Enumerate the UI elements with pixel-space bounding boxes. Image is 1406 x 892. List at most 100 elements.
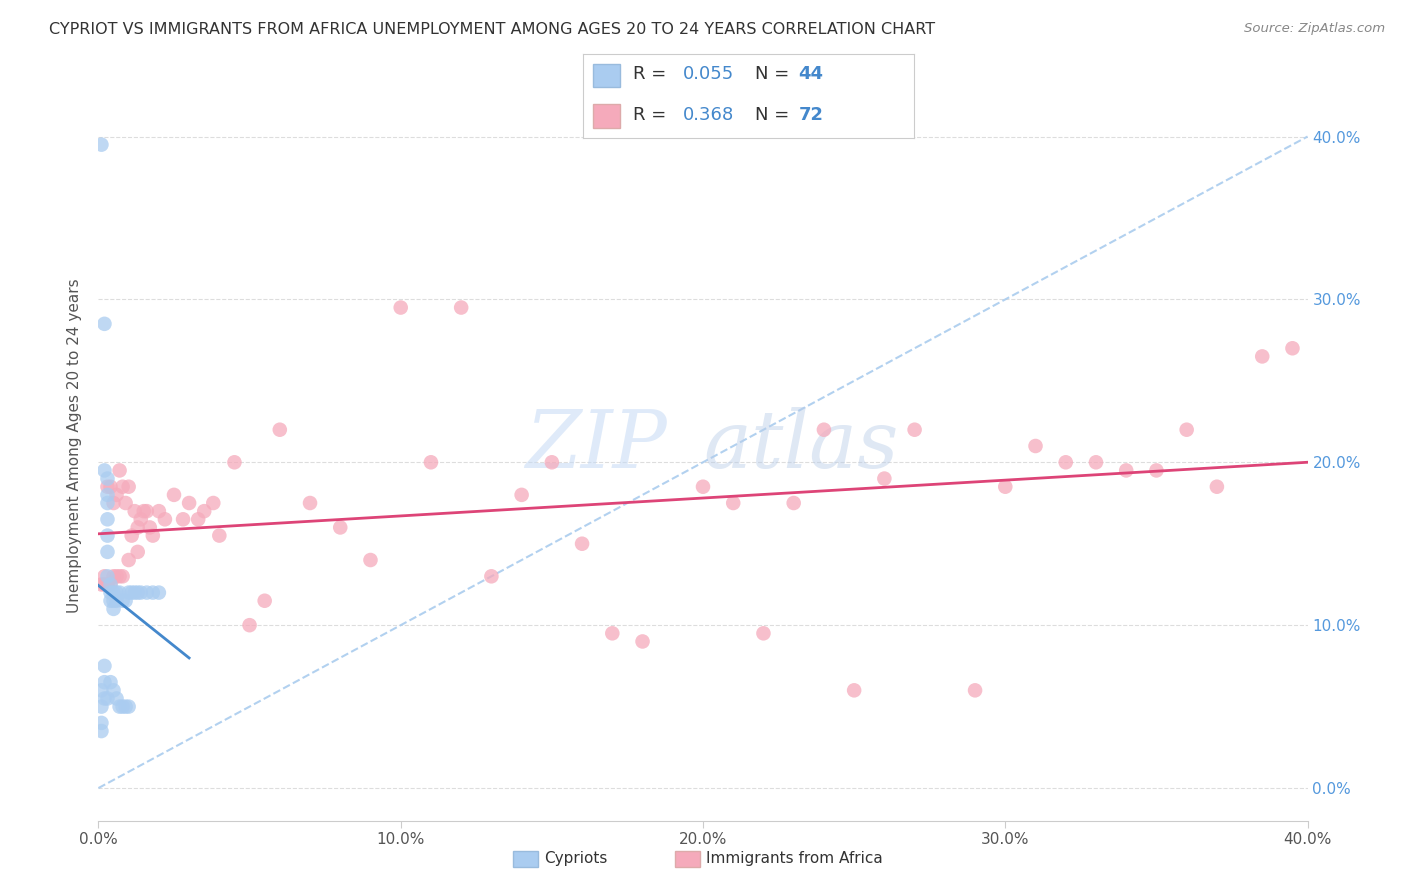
Point: [389, 301, 412, 315]
Point: [114, 699, 136, 714]
Point: [96, 480, 118, 494]
Point: [90, 683, 112, 698]
Point: [360, 553, 382, 567]
Point: [1024, 439, 1046, 453]
FancyBboxPatch shape: [593, 63, 620, 87]
Point: [96, 496, 118, 510]
Point: [118, 480, 141, 494]
Text: 0.055: 0.055: [683, 65, 734, 83]
Point: [96, 569, 118, 583]
Point: [90, 137, 112, 152]
Point: [148, 504, 170, 518]
Point: [692, 480, 714, 494]
Text: 72: 72: [799, 105, 824, 123]
Point: [105, 593, 128, 607]
Point: [153, 512, 176, 526]
Point: [1054, 455, 1077, 469]
Point: [114, 593, 136, 607]
Point: [135, 585, 157, 599]
Point: [93, 691, 115, 706]
Point: [105, 691, 128, 706]
Point: [100, 480, 122, 494]
Point: [90, 699, 112, 714]
Point: [193, 504, 215, 518]
Point: [100, 593, 122, 607]
Point: [129, 585, 152, 599]
Text: N =: N =: [755, 65, 796, 83]
Point: [103, 569, 125, 583]
Text: Source: ZipAtlas.com: Source: ZipAtlas.com: [1244, 22, 1385, 36]
Point: [1251, 350, 1274, 364]
Point: [994, 480, 1017, 494]
Point: [752, 626, 775, 640]
Point: [108, 463, 131, 477]
Y-axis label: Unemployment Among Ages 20 to 24 years: Unemployment Among Ages 20 to 24 years: [67, 278, 83, 614]
Text: CYPRIOT VS IMMIGRANTS FROM AFRICA UNEMPLOYMENT AMONG AGES 20 TO 24 YEARS CORRELA: CYPRIOT VS IMMIGRANTS FROM AFRICA UNEMPL…: [49, 22, 935, 37]
Text: Cypriots: Cypriots: [544, 852, 607, 866]
Point: [142, 585, 165, 599]
Point: [124, 504, 146, 518]
Point: [100, 585, 122, 599]
Point: [103, 585, 125, 599]
Point: [108, 699, 131, 714]
Point: [118, 699, 141, 714]
Point: [269, 423, 291, 437]
Point: [105, 585, 128, 599]
Point: [813, 423, 835, 437]
Point: [179, 496, 201, 510]
Point: [127, 545, 149, 559]
Point: [127, 520, 149, 534]
Point: [1144, 463, 1167, 477]
Point: [118, 553, 141, 567]
Point: [121, 585, 143, 599]
Point: [93, 463, 115, 477]
Point: [111, 480, 134, 494]
Point: [108, 569, 131, 583]
Point: [93, 659, 115, 673]
Point: [481, 569, 503, 583]
Point: [100, 577, 122, 591]
Point: [299, 496, 322, 510]
Point: [148, 585, 170, 599]
FancyBboxPatch shape: [593, 104, 620, 128]
Point: [96, 472, 118, 486]
Text: N =: N =: [755, 105, 796, 123]
Point: [723, 496, 745, 510]
Point: [121, 528, 143, 542]
Point: [202, 496, 225, 510]
Point: [100, 675, 122, 690]
Point: [965, 683, 987, 698]
Point: [105, 488, 128, 502]
Point: [103, 602, 125, 616]
Text: ZIP: ZIP: [524, 408, 666, 484]
Text: R =: R =: [633, 65, 672, 83]
Point: [93, 675, 115, 690]
Point: [163, 488, 186, 502]
Point: [93, 569, 115, 583]
Text: 0.368: 0.368: [683, 105, 734, 123]
Point: [114, 496, 136, 510]
Point: [103, 496, 125, 510]
Point: [90, 724, 112, 739]
Point: [93, 577, 115, 591]
Point: [450, 301, 472, 315]
Point: [90, 715, 112, 730]
Point: [135, 504, 157, 518]
Point: [187, 512, 209, 526]
Point: [139, 520, 162, 534]
Point: [96, 577, 118, 591]
Point: [239, 618, 262, 632]
Text: atlas: atlas: [703, 408, 898, 484]
Point: [96, 528, 118, 542]
Point: [111, 699, 134, 714]
Point: [873, 472, 896, 486]
Point: [96, 577, 118, 591]
Point: [253, 593, 276, 607]
Point: [208, 528, 231, 542]
Point: [142, 528, 165, 542]
Point: [127, 585, 149, 599]
Point: [96, 488, 118, 502]
Point: [132, 504, 155, 518]
Point: [96, 512, 118, 526]
Text: R =: R =: [633, 105, 672, 123]
